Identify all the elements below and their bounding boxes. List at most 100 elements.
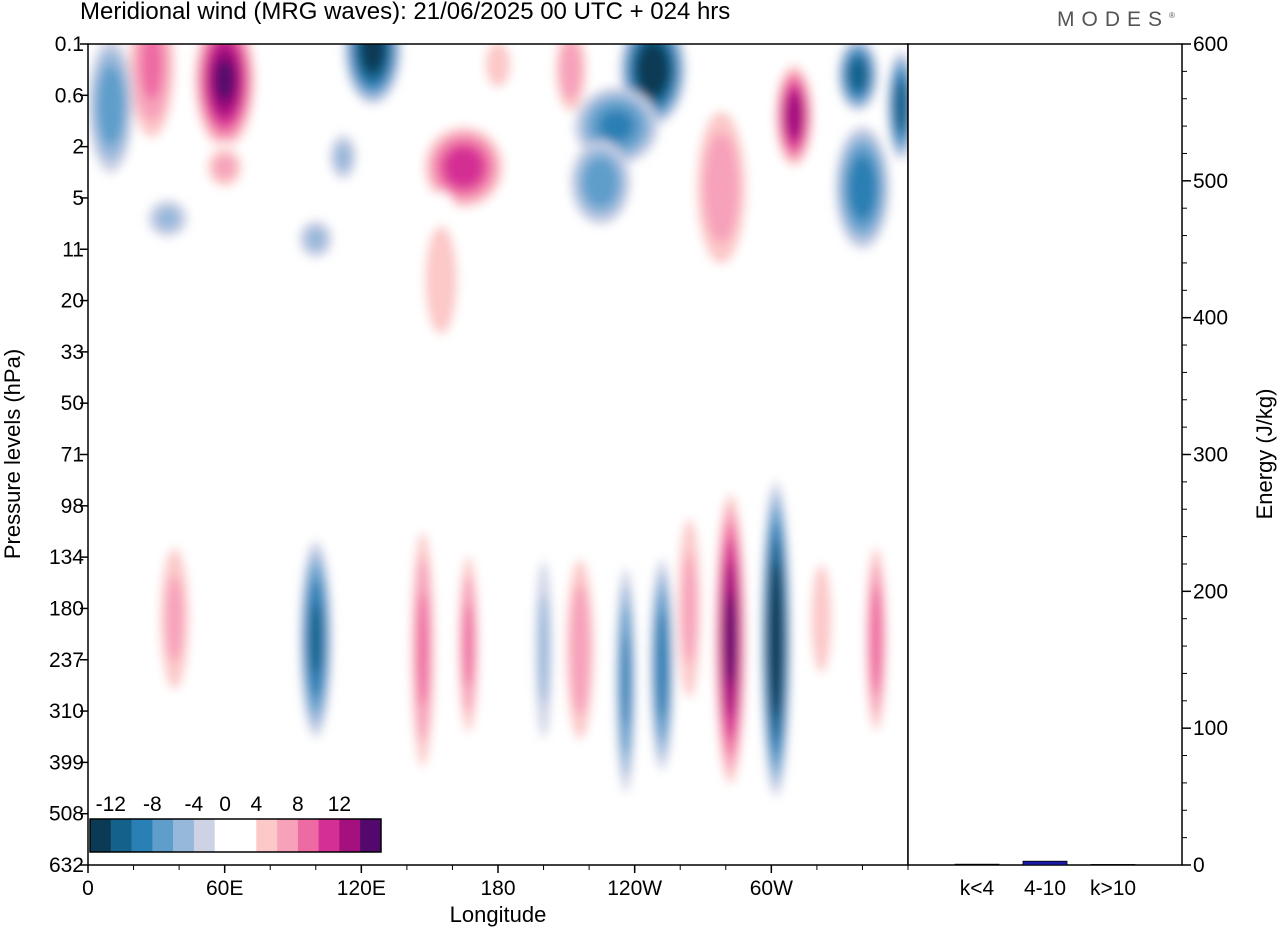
pressure-tick-label: 11 — [62, 238, 84, 261]
x-axis-title: Longitude — [450, 902, 547, 927]
longitude-tick-label: 120E — [337, 877, 386, 900]
wind-anomaly-31-level-1 — [155, 207, 180, 230]
wind-anomaly-16-level-5 — [360, 44, 385, 73]
colorbar-swatch — [360, 819, 382, 852]
wind-anomaly-24-level-4 — [848, 58, 868, 92]
wind-anomaly-3-level-2 — [570, 584, 590, 715]
wind-anomaly-32-level-1 — [305, 227, 326, 251]
wind-anomaly-19-level-2 — [559, 44, 582, 100]
wind-anomaly-13-level-3 — [140, 44, 163, 100]
longitude-tick-label: 60W — [750, 877, 793, 900]
pressure-tick-label: 632 — [49, 854, 84, 877]
wind-anomaly-14-level-2 — [97, 65, 125, 146]
y-axis-title: Pressure levels (hPa) — [0, 349, 25, 559]
colorbar-swatch — [90, 819, 112, 852]
energy-tick-label: 500 — [1193, 170, 1228, 193]
energy-axis-title: Energy (J/kg) — [1252, 389, 1277, 520]
colorbar-label: -8 — [143, 793, 162, 816]
pressure-tick-label: 0.6 — [55, 84, 84, 107]
wind-anomaly-22-level-2 — [703, 132, 739, 243]
pressure-tick-label: 0.1 — [55, 33, 84, 56]
wind-anomaly-0-level-4 — [310, 603, 322, 675]
colorbar-swatch — [235, 819, 257, 852]
colorbar-label: -4 — [185, 793, 204, 816]
colorbar-swatch — [297, 819, 319, 852]
energy-tick-label: 0 — [1193, 854, 1205, 877]
pressure-tick-label: 2 — [72, 136, 84, 159]
energy-bar-0 — [954, 863, 1000, 866]
colorbar-label: -12 — [96, 793, 126, 816]
wind-anomaly-9-level-3 — [870, 584, 883, 694]
wind-anomaly-6-level-2 — [682, 553, 697, 664]
energy-tick-label: 100 — [1193, 717, 1228, 740]
wind-anomaly-4-level-3 — [621, 634, 630, 727]
wind-anomaly-29-level-2 — [214, 155, 236, 179]
pressure-tick-label: 33 — [61, 341, 84, 364]
wind-anomaly-12-level-1 — [811, 564, 832, 673]
wind-anomaly-17-level-4 — [443, 146, 485, 189]
energy-axis: 0 100 200 300 400 500 600 — [1182, 33, 1228, 877]
energy-bars — [954, 860, 1136, 866]
energy-tick-label: 200 — [1193, 580, 1228, 603]
colorbar-label: 12 — [328, 793, 351, 816]
wind-anomaly-8-level-6 — [771, 591, 781, 687]
energy-panel-frame — [907, 43, 1183, 866]
colorbar-swatch — [152, 819, 174, 852]
energy-category-label: k<4 — [960, 877, 995, 900]
pressure-tick-label: 5 — [72, 187, 84, 210]
colorbar-swatch — [318, 819, 340, 852]
wind-anomaly-25-level-4 — [894, 80, 908, 131]
energy-tick-label: 400 — [1193, 307, 1228, 330]
longitude-tick-label: 0 — [82, 877, 94, 900]
logo-text: MODES — [1057, 8, 1170, 31]
wind-anomaly-23-level-5 — [785, 92, 803, 140]
wind-anomaly-28-level-1 — [335, 143, 352, 171]
colorbar-label: 4 — [250, 793, 262, 816]
colorbar-legend: -12 -8 -4 0 4 8 12 — [89, 793, 382, 853]
pressure-tick-label: 98 — [61, 495, 84, 518]
wind-anomaly-20-level-6 — [643, 52, 663, 87]
wind-anomaly-11-level-1 — [538, 595, 549, 704]
energy-categories: k<4 4-10 k>10 — [960, 877, 1136, 900]
energy-bar-2 — [1090, 864, 1136, 866]
energy-category-label: 4-10 — [1024, 877, 1066, 900]
heatmap-area — [88, 44, 908, 865]
energy-tick-label: 600 — [1193, 33, 1228, 56]
colorbar-label: 8 — [292, 793, 304, 816]
wind-anomaly-7-level-6 — [725, 591, 736, 687]
pressure-tick-label: 180 — [49, 597, 84, 620]
wind-anomaly-27-level-2 — [582, 157, 619, 208]
modes-logo: MODES® — [1057, 8, 1175, 32]
wind-anomaly-18-level-1 — [485, 44, 511, 88]
colorbar-frame — [89, 818, 382, 853]
energy-category-label: k>10 — [1090, 877, 1136, 900]
pressure-tick-label: 71 — [61, 444, 84, 467]
colorbar-swatch — [193, 819, 215, 852]
pressure-tick-label: 399 — [49, 751, 84, 774]
longitude-tick-label: 180 — [480, 877, 515, 900]
energy-tick-label: 300 — [1193, 444, 1228, 467]
wind-anomaly-2-level-3 — [463, 602, 474, 687]
colorbar-swatch — [256, 819, 278, 852]
chart-title: Meridional wind (MRG waves): 21/06/2025 … — [80, 0, 731, 25]
wind-anomaly-21-level-3 — [599, 110, 634, 142]
colorbar-swatch — [131, 819, 153, 852]
wind-anomaly-30-level-1 — [425, 225, 458, 335]
pressure-tick-label: 50 — [61, 392, 84, 415]
wind-anomaly-5-level-3 — [655, 610, 669, 720]
wind-anomaly-10-level-2 — [165, 575, 184, 662]
pressure-tick-label: 134 — [49, 546, 84, 569]
pressure-axis: 0.1 0.6 2 5 11 20 33 50 71 98 134 180 237 310 399 508 63… — [49, 33, 88, 877]
longitude-tick-label: 120W — [607, 877, 662, 900]
pressure-tick-label: 20 — [61, 290, 84, 313]
wind-anomaly-26-level-3 — [848, 155, 877, 220]
longitude-tick-label: 60E — [206, 877, 243, 900]
pressure-tick-label: 237 — [49, 649, 84, 672]
colorbar-swatch — [110, 819, 132, 852]
pressure-tick-label: 508 — [49, 803, 84, 826]
colorbar-swatch — [339, 819, 361, 852]
wind-anomaly-1-level-3 — [417, 593, 429, 706]
colorbar-swatch — [173, 819, 195, 852]
energy-bar-1 — [1022, 860, 1068, 866]
